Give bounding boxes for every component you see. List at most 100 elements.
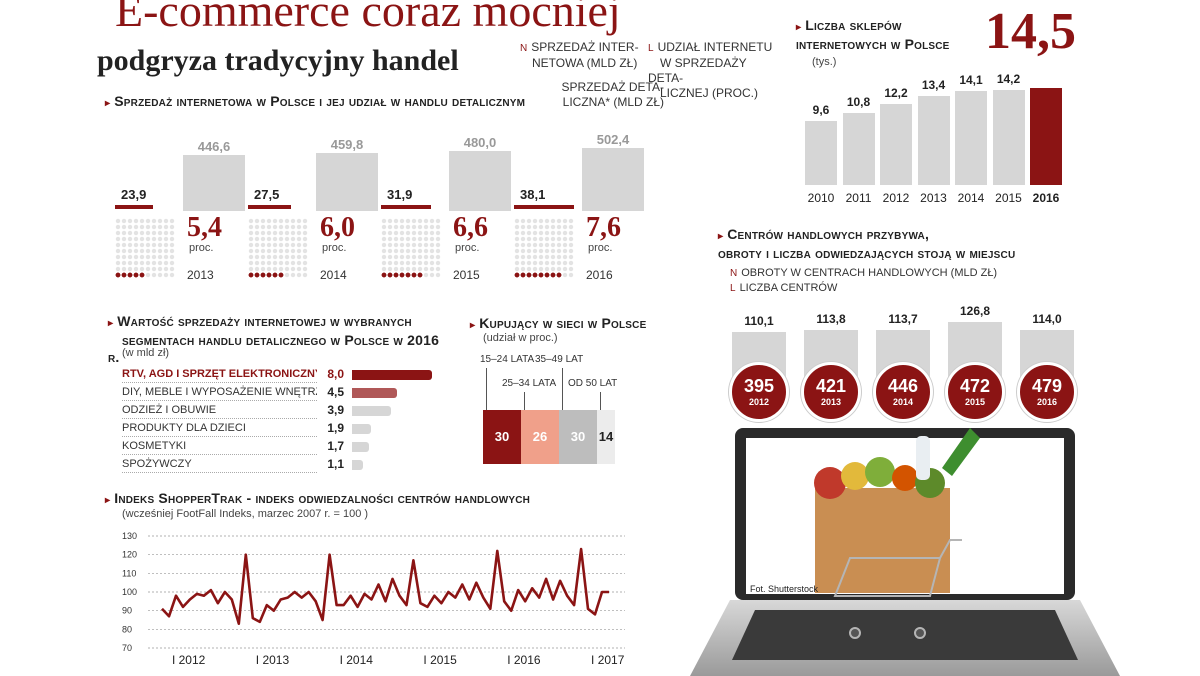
internet-label-2014: 27,5 bbox=[254, 187, 280, 202]
shops-year-2016: 2016 bbox=[1032, 191, 1060, 205]
internet-bar-2014 bbox=[248, 205, 292, 209]
segment-value-5: 1,1 bbox=[327, 457, 344, 471]
age-tick-0 bbox=[486, 368, 487, 410]
shops-bar-2010 bbox=[805, 121, 837, 185]
retail-bar-2015 bbox=[449, 150, 511, 211]
shops-year-2011: 2011 bbox=[845, 191, 872, 205]
retail-label-2013: 446,6 bbox=[197, 138, 231, 154]
chart4-segments: RTV, AGD I SPRZĘT ELEKTRONICZNY 8,0 DIY, M… bbox=[122, 366, 442, 476]
chart2-unit: (tys.) bbox=[812, 56, 837, 68]
segment-value-1: 4,5 bbox=[327, 385, 344, 399]
age-label-1: 25–34 LATA bbox=[502, 378, 557, 389]
centres-circle-2013: 421 2013 bbox=[801, 362, 861, 422]
chart3-legend-marker2: l bbox=[730, 283, 736, 294]
retail-label-2016: 502,4 bbox=[596, 131, 630, 147]
year-label-2015: 2015 bbox=[453, 268, 480, 282]
dot-grid-2013 bbox=[115, 218, 175, 278]
chart5-title-marker: ▸ bbox=[470, 320, 476, 331]
internet-label-2016: 38,1 bbox=[520, 187, 546, 202]
centres-count-2016: 479 bbox=[1031, 376, 1063, 396]
red-dots-2013 bbox=[115, 272, 145, 278]
centres-circle-2014: 446 2014 bbox=[873, 362, 933, 422]
shopping-cart-icon bbox=[833, 539, 962, 639]
x-tick-4: I 2016 bbox=[507, 653, 541, 667]
chart2-title-text: Liczba sklepów internetowych w Polsce bbox=[796, 17, 950, 52]
turnover-label-2014: 113,7 bbox=[888, 311, 918, 326]
age-label-0: 15–24 LATA bbox=[480, 354, 535, 365]
shops-label-2011: 10,8 bbox=[846, 95, 871, 109]
chart6-title-marker: ▸ bbox=[105, 495, 111, 506]
age-bar-0: 30 bbox=[483, 410, 521, 464]
shops-year-2013: 2013 bbox=[920, 191, 947, 205]
retail-label-2015: 480,0 bbox=[463, 134, 497, 150]
centres-year-2013: 2013 bbox=[820, 397, 842, 407]
chart4-title-line2: segmentach handlu detalicznego w Polsce … bbox=[108, 332, 440, 365]
segment-bar-2 bbox=[352, 406, 391, 416]
internet-label-2013: 23,9 bbox=[121, 187, 147, 202]
centres-count-2013: 421 bbox=[815, 376, 847, 396]
shops-year-2010: 2010 bbox=[807, 191, 835, 205]
shops-label-2014: 14,1 bbox=[959, 73, 983, 87]
turnover-label-2015: 126,8 bbox=[959, 303, 991, 318]
turnover-label-2016: 114,0 bbox=[1032, 311, 1062, 326]
x-tick-5: I 2017 bbox=[591, 653, 625, 667]
retail-label-2014: 459,8 bbox=[330, 137, 364, 153]
segment-label-4: KOSMETYKI bbox=[122, 438, 317, 455]
shops-bar-2014 bbox=[955, 91, 987, 185]
segment-label-1: DIY, MEBLE I WYPOSAŻENIE WNĘTRZ bbox=[122, 384, 317, 401]
x-tick-2: I 2014 bbox=[340, 653, 374, 667]
page-subtitle: podgryza tradycyjny handel bbox=[97, 44, 459, 77]
chart1-title-marker: ▸ bbox=[105, 98, 111, 109]
chart1-title-text: Sprzedaż internetowa w Polsce i jej udzi… bbox=[114, 93, 526, 109]
chart5-buyers: 15–24 LATA 30 25–34 LATA 26 35–49 LAT 30 OD 50… bbox=[480, 352, 630, 467]
legend-marker-internet: n bbox=[520, 43, 528, 54]
chart5-unit: (udział w proc.) bbox=[483, 332, 558, 344]
centres-year-2015: 2015 bbox=[964, 397, 986, 407]
chart3-legend2: LICZBA CENTRÓW bbox=[739, 282, 838, 294]
segment-value-2: 3,9 bbox=[327, 403, 344, 417]
segment-label-0: RTV, AGD I SPRZĘT ELEKTRONICZNY bbox=[122, 366, 317, 383]
red-dots-2015 bbox=[381, 272, 423, 278]
chart3-title: ▸ Centrów handlowych przybywa, obroty i l… bbox=[718, 226, 1058, 262]
internet-bar-2016 bbox=[514, 205, 574, 209]
chart4-title-marker: ▸ bbox=[108, 318, 114, 329]
share-unit-2015: proc. bbox=[455, 242, 480, 254]
retail-bar-2016 bbox=[582, 147, 644, 211]
laptop-illustration: Fot. Shutterstock bbox=[690, 428, 1120, 676]
age-label-3: OD 50 LAT bbox=[568, 378, 618, 389]
chart6-title-text: Indeks ShopperTrak - indeks odwiedzalnoś… bbox=[114, 490, 531, 506]
segment-label-5: SPOŻYWCZY bbox=[122, 456, 317, 473]
centres-year-2012: 2012 bbox=[748, 397, 770, 407]
segment-bar-4 bbox=[352, 442, 369, 452]
centres-circle-2012: 395 2012 bbox=[729, 362, 789, 422]
year-label-2014: 2014 bbox=[320, 268, 347, 282]
chart3-title-marker: ▸ bbox=[718, 231, 724, 242]
chart2-title-marker: ▸ bbox=[796, 22, 802, 33]
share-value-2015: 6,6 bbox=[453, 212, 488, 243]
year-label-2013: 2013 bbox=[187, 268, 214, 282]
centres-year-2016: 2016 bbox=[1036, 397, 1058, 407]
centres-count-2015: 472 bbox=[959, 376, 991, 396]
shops-year-2012: 2012 bbox=[882, 191, 910, 205]
shops-bar-2012 bbox=[880, 103, 912, 185]
chart5-title: ▸ Kupujący w sieci w Polsce bbox=[470, 315, 646, 331]
legend-internet-line1: SPRZEDAŻ INTER- bbox=[531, 40, 639, 54]
y-tick-110: 110 bbox=[122, 568, 136, 578]
y-tick-130: 130 bbox=[122, 531, 137, 541]
segment-value-4: 1,7 bbox=[327, 439, 344, 453]
segment-bar-0 bbox=[352, 370, 432, 380]
legend-internet: n SPRZEDAŻ INTER- NETOWA (mld zł) bbox=[520, 40, 645, 71]
chart2-title: ▸ Liczba sklepów internetowych w Polsce bbox=[796, 17, 976, 53]
segment-value-0: 8,0 bbox=[327, 367, 344, 381]
retail-bar-2013 bbox=[183, 154, 245, 211]
y-tick-100: 100 bbox=[122, 587, 137, 597]
segment-bar-5 bbox=[352, 460, 363, 470]
legend-internet-line2: NETOWA (mld zł) bbox=[532, 56, 638, 70]
chart3-title-line1: Centrów handlowych przybywa, bbox=[727, 226, 930, 242]
chart2-shops: 9,6 2010 10,8 2011 12,2 2012 13,4 2013 14,1 2014 1… bbox=[805, 72, 1075, 210]
segment-bar-3 bbox=[352, 424, 371, 434]
y-tick-80: 80 bbox=[122, 624, 132, 634]
index-line bbox=[161, 547, 609, 625]
shops-label-2012: 12,2 bbox=[884, 85, 908, 100]
chart2-highlight-value: 14,5 bbox=[985, 3, 1076, 60]
